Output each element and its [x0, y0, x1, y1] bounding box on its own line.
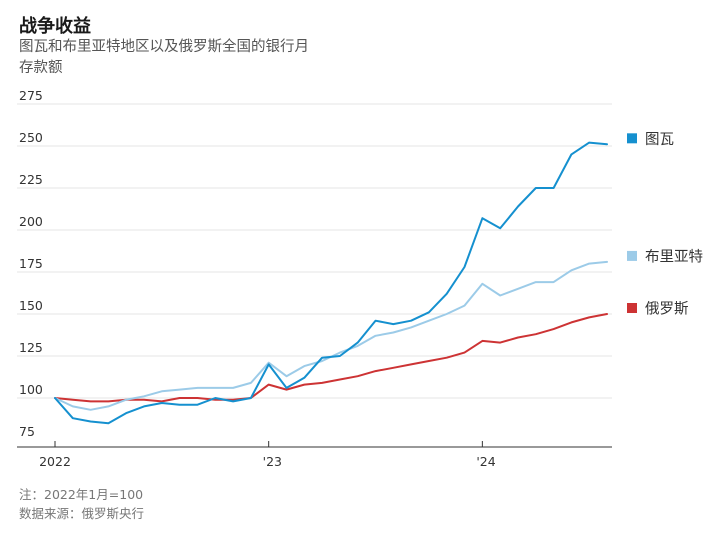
gridlines: [17, 103, 612, 399]
y-tick-label: 75: [19, 424, 35, 439]
footnote: 注：2022年1月=100: [19, 487, 144, 502]
y-tick-label: 125: [19, 340, 43, 355]
x-tick-label: 2022: [39, 454, 71, 469]
chart-title: 战争收益: [19, 16, 91, 37]
chart-subtitle: 图瓦和布里亚特地区以及俄罗斯全国的银行月存款额: [19, 39, 309, 76]
y-tick-label: 275: [19, 88, 43, 103]
y-tick-label: 100: [19, 382, 43, 397]
legend-swatch: [627, 303, 637, 313]
x-axis: 2022 '23 '24: [17, 441, 612, 469]
legend-label: 俄罗斯: [645, 301, 689, 318]
legend-swatch: [627, 250, 637, 261]
x-tick-label: '23: [263, 454, 282, 469]
y-tick-label: 225: [19, 172, 43, 187]
x-tick-label: '24: [476, 454, 495, 469]
legend-swatch: [627, 133, 637, 144]
y-tick-label: 175: [19, 256, 43, 271]
series-line: [54, 141, 608, 425]
series-line: [54, 313, 608, 403]
y-tick-label: 150: [19, 298, 43, 313]
y-tick-label: 200: [19, 214, 43, 229]
y-axis-ticks: 75 100 125 150 175 200 225 250 275: [19, 88, 43, 439]
legend-label: 图瓦: [645, 132, 674, 148]
series-lines: [54, 141, 608, 425]
legend-label: 布里亚特: [645, 248, 703, 265]
y-tick-label: 250: [19, 130, 43, 145]
source-note: 数据来源：俄罗斯央行: [19, 506, 145, 521]
